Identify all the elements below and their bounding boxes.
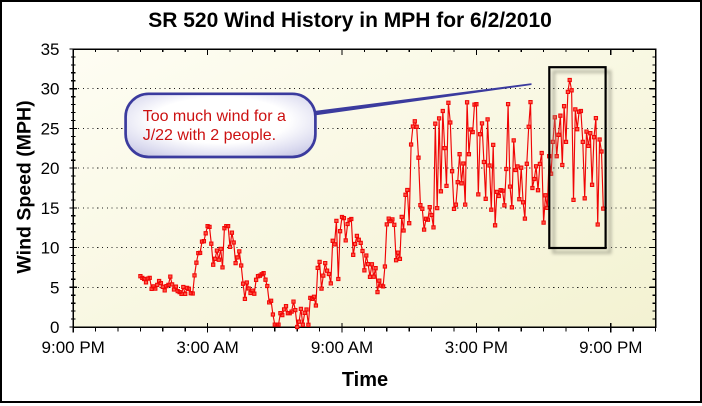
- svg-text:35: 35: [41, 40, 60, 59]
- svg-text:25: 25: [41, 119, 60, 138]
- svg-text:20: 20: [41, 159, 60, 178]
- svg-text:0: 0: [50, 318, 59, 337]
- svg-text:9:00 PM: 9:00 PM: [579, 338, 642, 357]
- svg-text:5: 5: [50, 278, 59, 297]
- svg-text:3:00 AM: 3:00 AM: [176, 338, 238, 357]
- svg-text:9:00 AM: 9:00 AM: [311, 338, 373, 357]
- svg-text:J/22 with 2 people.: J/22 with 2 people.: [143, 127, 276, 144]
- svg-text:3:00 PM: 3:00 PM: [445, 338, 508, 357]
- svg-text:15: 15: [41, 199, 60, 218]
- svg-text:SR 520 Wind History in MPH for: SR 520 Wind History in MPH for 6/2/2010: [148, 9, 552, 32]
- svg-text:10: 10: [41, 239, 60, 258]
- svg-text:Wind Speed (MPH): Wind Speed (MPH): [14, 100, 36, 273]
- svg-text:Too much wind for a: Too much wind for a: [143, 108, 286, 125]
- svg-text:9:00 PM: 9:00 PM: [42, 338, 105, 357]
- svg-text:30: 30: [41, 80, 60, 99]
- svg-text:Time: Time: [342, 369, 388, 391]
